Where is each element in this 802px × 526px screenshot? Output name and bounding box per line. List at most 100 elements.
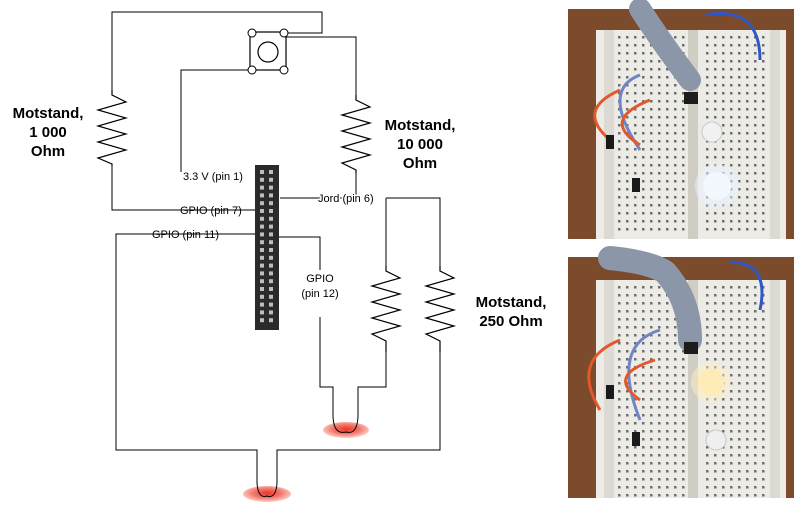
breadboard-hole [714, 318, 717, 321]
breadboard-hole [738, 220, 741, 223]
breadboard-hole [714, 486, 717, 489]
breadboard-hole [722, 294, 725, 297]
breadboard-hole [666, 228, 669, 231]
breadboard-hole [650, 188, 653, 191]
breadboard-hole [706, 494, 709, 497]
breadboard-hole [618, 486, 621, 489]
breadboard-hole [650, 438, 653, 441]
breadboard-hole [682, 390, 685, 393]
breadboard-hole [730, 116, 733, 119]
breadboard-hole [762, 350, 765, 353]
breadboard-hole [658, 326, 661, 329]
breadboard-hole [730, 52, 733, 55]
breadboard-hole [762, 462, 765, 465]
breadboard-hole [730, 140, 733, 143]
breadboard-hole [730, 100, 733, 103]
breadboard-hole [738, 414, 741, 417]
breadboard-hole [746, 100, 749, 103]
breadboard-hole [730, 422, 733, 425]
breadboard-hole [626, 228, 629, 231]
gpio-header [255, 165, 279, 330]
breadboard-hole [626, 100, 629, 103]
breadboard-hole [706, 470, 709, 473]
gpio-pin [269, 318, 273, 323]
breadboard-hole [642, 92, 645, 95]
breadboard-hole [738, 446, 741, 449]
breadboard-hole [666, 132, 669, 135]
breadboard-hole [666, 374, 669, 377]
breadboard-hole [706, 486, 709, 489]
breadboard-hole [658, 318, 661, 321]
wire-gpio12-down [319, 317, 334, 417]
breadboard-hole [642, 446, 645, 449]
breadboard-hole [682, 374, 685, 377]
breadboard-hole [762, 286, 765, 289]
breadboard-hole [626, 390, 629, 393]
breadboard-hole [658, 148, 661, 151]
breadboard-hole [642, 390, 645, 393]
breadboard-hole [650, 486, 653, 489]
breadboard-hole [738, 470, 741, 473]
breadboard-hole [626, 164, 629, 167]
breadboard-hole [746, 188, 749, 191]
breadboard-hole [618, 188, 621, 191]
breadboard-hole [706, 148, 709, 151]
breadboard-hole [658, 462, 661, 465]
breadboard-hole [642, 398, 645, 401]
breadboard-hole [738, 124, 741, 127]
breadboard-hole [706, 310, 709, 313]
wire-switch-left-down [180, 69, 248, 172]
breadboard-hole [650, 454, 653, 457]
breadboard-hole [666, 220, 669, 223]
breadboard-hole [642, 52, 645, 55]
breadboard-hole [666, 470, 669, 473]
breadboard-hole [754, 342, 757, 345]
gpio-pin [260, 287, 264, 291]
breadboard-hole [642, 478, 645, 481]
breadboard-hole [722, 406, 725, 409]
breadboard-hole [626, 140, 629, 143]
breadboard-hole [738, 302, 741, 305]
breadboard-hole [634, 390, 637, 393]
breadboard-hole [682, 422, 685, 425]
gpio-pin [260, 271, 264, 276]
breadboard-hole [762, 406, 765, 409]
breadboard-hole [746, 390, 749, 393]
breadboard-hole [658, 374, 661, 377]
breadboard-hole [722, 228, 725, 231]
breadboard-hole [674, 486, 677, 489]
breadboard-hole [730, 406, 733, 409]
breadboard-hole [642, 84, 645, 87]
breadboard-hole [674, 84, 677, 87]
breadboard-hole [762, 470, 765, 473]
breadboard-hole [642, 294, 645, 297]
breadboard-hole [754, 494, 757, 497]
gpio-pin [260, 318, 264, 323]
breadboard-hole [618, 108, 621, 111]
breadboard-hole [682, 358, 685, 361]
breadboard-hole [618, 286, 621, 289]
breadboard-hole [626, 406, 629, 409]
breadboard-hole [714, 494, 717, 497]
breadboard-hole [730, 430, 733, 433]
breadboard-hole [722, 454, 725, 457]
gpio-pin [260, 185, 264, 190]
breadboard-hole [634, 302, 637, 305]
breadboard-hole [666, 462, 669, 465]
breadboard-hole [730, 318, 733, 321]
breadboard-hole [746, 310, 749, 313]
breadboard-hole [634, 116, 637, 119]
breadboard-hole [762, 374, 765, 377]
breadboard-hole [738, 148, 741, 151]
breadboard-hole [634, 294, 637, 297]
breadboard-hole [666, 172, 669, 175]
breadboard-hole [650, 326, 653, 329]
breadboard-hole [626, 180, 629, 183]
breadboard-hole [722, 68, 725, 71]
breadboard-hole [682, 430, 685, 433]
breadboard-hole [730, 398, 733, 401]
breadboard-hole [746, 180, 749, 183]
breadboard-hole [706, 350, 709, 353]
breadboard-hole [722, 156, 725, 159]
breadboard-hole [762, 204, 765, 207]
